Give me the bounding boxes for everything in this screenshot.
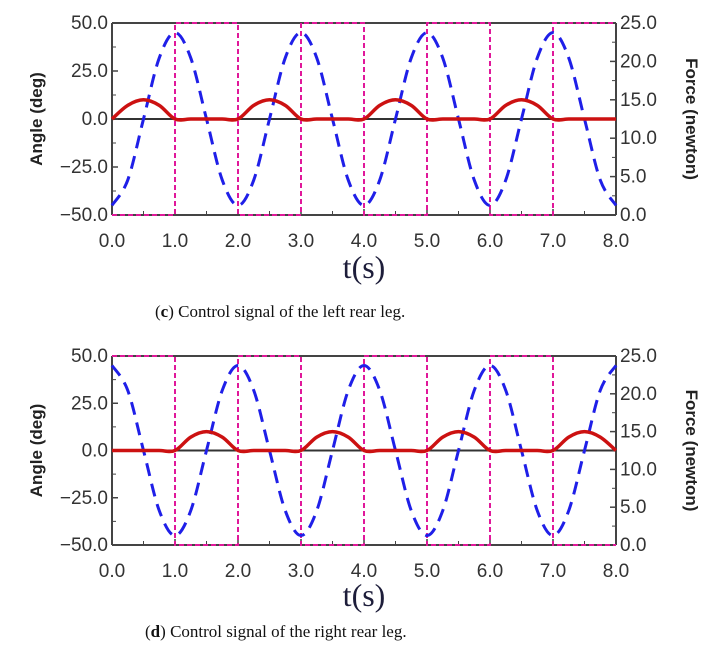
x-tick-label: 5.0 [414, 231, 440, 252]
y-tick-label: −50.0 [60, 205, 108, 226]
y2-tick-label: 20.0 [620, 51, 657, 72]
y2-tick-label: 25.0 [620, 13, 657, 34]
y-tick-label: 50.0 [71, 13, 108, 34]
y-tick-label: −25.0 [60, 488, 108, 509]
x-tick-label: 0.0 [99, 231, 125, 252]
angle-series-dashed [110, 363, 618, 538]
x-tick-label: 0.0 [99, 561, 125, 582]
caption-label: c [155, 302, 174, 321]
y2-tick-label: 15.0 [620, 422, 657, 443]
angle-series-dashed [110, 31, 618, 207]
chart-c: 0.0 1.0 2.0 3.0 4.0 5.0 6.0 7.0 8.0 50.0 25.0 0.0 −2… [27, 13, 701, 285]
x-tick-label: 3.0 [288, 231, 314, 252]
y2-tick-label: 15.0 [620, 90, 657, 111]
y2-tick-label: 10.0 [620, 128, 657, 149]
caption-text: Control signal of the left rear leg. [173, 302, 406, 321]
y2-tick-label: 25.0 [620, 346, 657, 367]
y2-axis-label: Force (newton) [682, 390, 701, 512]
y2-tick-label: 20.0 [620, 384, 657, 405]
y2-tick-label: 0.0 [620, 535, 646, 556]
x-tick-label: 6.0 [477, 561, 503, 582]
x-tick-label: 7.0 [540, 231, 566, 252]
x-tick-label: 2.0 [225, 561, 251, 582]
x-tick-label: 4.0 [351, 561, 377, 582]
x-tick-label: 2.0 [225, 231, 251, 252]
caption-label: d [145, 622, 166, 641]
y2-tick-label: 5.0 [620, 167, 646, 188]
y-tick-label: 50.0 [71, 346, 108, 367]
caption-text: Control signal of the right rear leg. [165, 622, 407, 641]
y-axis-label: Angle (deg) [27, 404, 46, 498]
y-axis-label: Angle (deg) [27, 72, 46, 166]
angle-series-solid [110, 98, 616, 122]
chart-d: 0.0 1.0 2.0 3.0 4.0 5.0 6.0 7.0 8.0 50.0 25.0 0.0 −2… [27, 346, 701, 613]
y2-tick-label: 10.0 [620, 459, 657, 480]
y-tick-label: 25.0 [71, 393, 108, 414]
caption-c: c Control signal of the left rear leg. [155, 302, 405, 322]
caption-d: d Control signal of the right rear leg. [145, 622, 407, 642]
y-tick-label: 0.0 [82, 109, 108, 130]
x-axis-label: t(s) [343, 577, 386, 613]
x-tick-label: 4.0 [351, 231, 377, 252]
x-axis-label: t(s) [343, 249, 386, 285]
x-tick-label: 6.0 [477, 231, 503, 252]
y-tick-label: 25.0 [71, 61, 108, 82]
y-tick-label: −50.0 [60, 535, 108, 556]
x-tick-label: 7.0 [540, 561, 566, 582]
x-tick-label: 1.0 [162, 231, 188, 252]
x-tick-label: 8.0 [603, 231, 629, 252]
y2-tick-label: 0.0 [620, 205, 646, 226]
angle-series-solid [111, 429, 618, 454]
x-tick-label: 8.0 [603, 561, 629, 582]
y-tick-label: 0.0 [82, 441, 108, 462]
y-tick-label: −25.0 [60, 157, 108, 178]
x-tick-label: 3.0 [288, 561, 314, 582]
y2-tick-label: 5.0 [620, 497, 646, 518]
x-tick-label: 1.0 [162, 561, 188, 582]
y2-axis-label: Force (newton) [682, 58, 701, 180]
x-tick-label: 5.0 [414, 561, 440, 582]
